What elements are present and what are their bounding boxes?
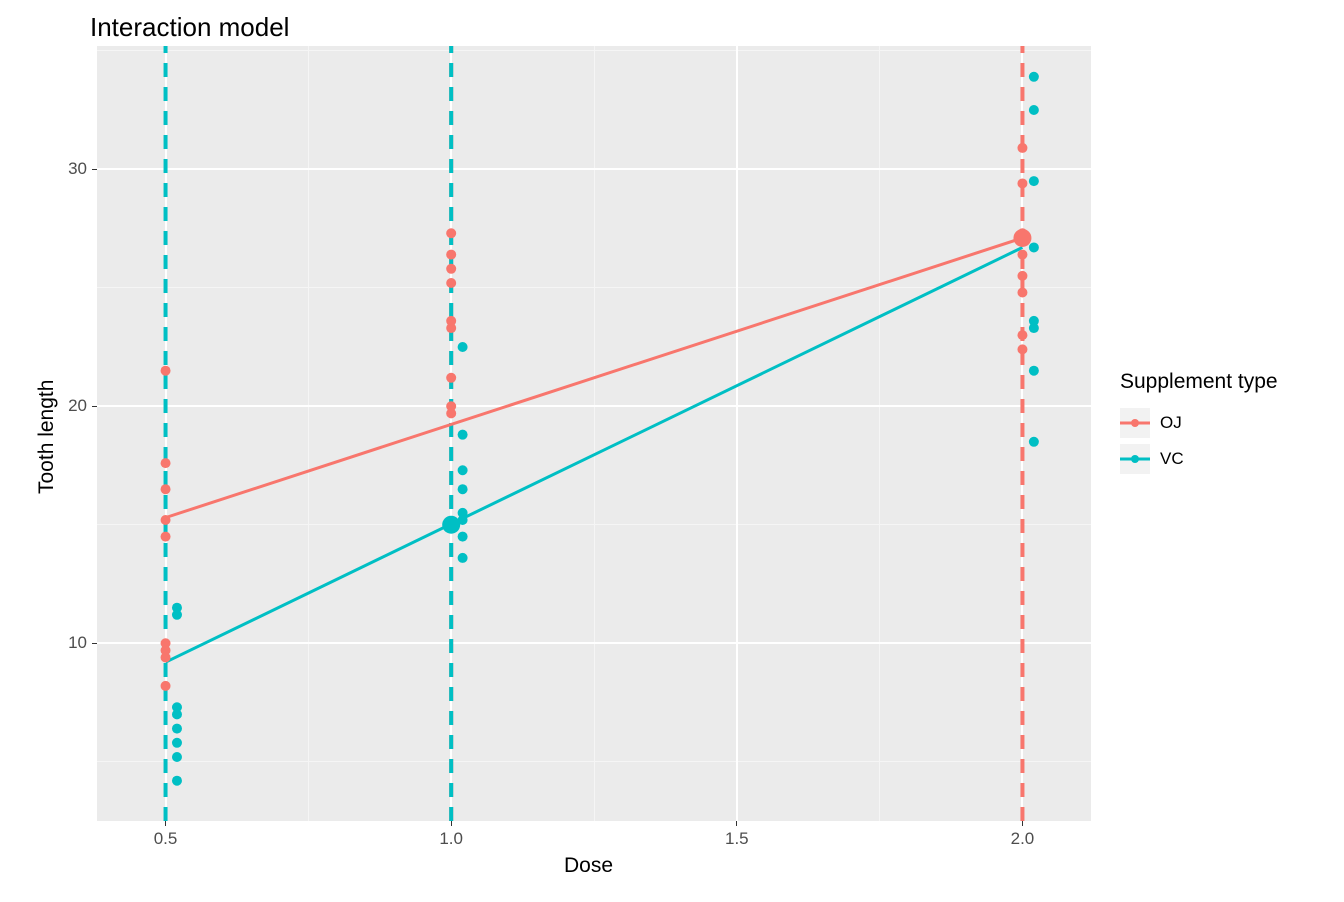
regression-line	[166, 238, 1023, 518]
y-tick-mark	[92, 406, 97, 407]
x-tick-mark	[736, 821, 737, 826]
x-tick-label: 1.0	[436, 829, 466, 849]
data-point	[1029, 176, 1039, 186]
data-point	[1017, 330, 1027, 340]
y-tick-label: 10	[68, 633, 87, 653]
chart-container: Interaction model 0.5 1.0 1.5 2.0 10 20 30 Do…	[0, 0, 1344, 902]
data-point	[161, 515, 171, 525]
data-point	[458, 553, 468, 563]
data-point	[1029, 437, 1039, 447]
data-point	[172, 709, 182, 719]
mean-point	[442, 516, 460, 534]
data-point	[1017, 178, 1027, 188]
data-point	[458, 430, 468, 440]
data-point	[1017, 287, 1027, 297]
data-point	[1017, 344, 1027, 354]
data-point	[1029, 323, 1039, 333]
data-point	[161, 681, 171, 691]
data-point	[1029, 72, 1039, 82]
legend-key	[1120, 408, 1150, 438]
plot-svg	[97, 46, 1091, 821]
data-point	[1029, 242, 1039, 252]
data-point	[458, 342, 468, 352]
data-point	[172, 610, 182, 620]
legend-label: VC	[1160, 449, 1184, 469]
x-tick-mark	[165, 821, 166, 826]
data-point	[1029, 366, 1039, 376]
data-point	[161, 484, 171, 494]
regression-line	[166, 247, 1023, 662]
data-point	[458, 508, 468, 518]
data-point	[446, 264, 456, 274]
data-point	[172, 738, 182, 748]
legend-label: OJ	[1160, 413, 1182, 433]
x-tick-label: 2.0	[1007, 829, 1037, 849]
data-point	[1017, 250, 1027, 260]
y-tick-mark	[92, 643, 97, 644]
data-point	[458, 532, 468, 542]
data-point	[446, 228, 456, 238]
x-tick-mark	[1022, 821, 1023, 826]
data-point	[161, 532, 171, 542]
data-point	[446, 278, 456, 288]
data-point	[446, 401, 456, 411]
x-axis-title: Dose	[564, 854, 613, 878]
data-point	[172, 724, 182, 734]
legend-title: Supplement type	[1120, 370, 1278, 394]
data-point	[446, 373, 456, 383]
legend-key	[1120, 444, 1150, 474]
data-point	[446, 250, 456, 260]
data-point	[172, 752, 182, 762]
data-point	[172, 776, 182, 786]
data-point	[1017, 271, 1027, 281]
chart-title: Interaction model	[90, 12, 289, 43]
data-point	[458, 484, 468, 494]
legend-items: OJ VC	[1120, 408, 1278, 474]
data-point	[161, 366, 171, 376]
y-tick-mark	[92, 169, 97, 170]
y-tick-label: 20	[68, 396, 87, 416]
x-tick-mark	[451, 821, 452, 826]
data-point	[458, 465, 468, 475]
data-point	[161, 645, 171, 655]
legend-item: VC	[1120, 444, 1278, 474]
legend: Supplement type OJ VC	[1120, 370, 1278, 480]
plot-panel	[97, 46, 1091, 821]
data-point	[1017, 143, 1027, 153]
data-point	[1017, 228, 1027, 238]
x-tick-label: 1.5	[722, 829, 752, 849]
data-point	[446, 316, 456, 326]
legend-item: OJ	[1120, 408, 1278, 438]
data-point	[1029, 105, 1039, 115]
x-tick-label: 0.5	[151, 829, 181, 849]
data-point	[161, 458, 171, 468]
y-axis-title: Tooth length	[35, 379, 59, 493]
y-tick-label: 30	[68, 159, 87, 179]
